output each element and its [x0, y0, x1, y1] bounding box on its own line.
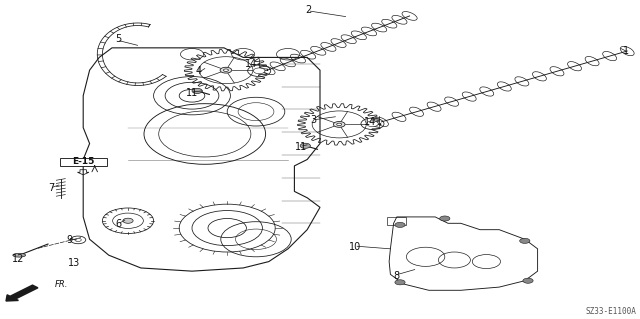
Circle shape — [367, 121, 378, 127]
Text: 13: 13 — [67, 258, 80, 268]
Text: E-15: E-15 — [72, 157, 94, 166]
Circle shape — [333, 122, 345, 127]
Circle shape — [395, 222, 405, 227]
Circle shape — [220, 67, 232, 73]
Ellipse shape — [13, 253, 26, 257]
Text: 6: 6 — [115, 219, 122, 229]
Circle shape — [223, 69, 228, 71]
Text: 10: 10 — [349, 242, 362, 252]
Text: 11: 11 — [186, 87, 198, 98]
FancyBboxPatch shape — [60, 158, 107, 166]
Text: 9: 9 — [66, 235, 72, 245]
Circle shape — [395, 280, 405, 285]
Text: 2: 2 — [305, 5, 312, 15]
Circle shape — [123, 218, 133, 223]
Text: 14: 14 — [364, 117, 376, 127]
Circle shape — [75, 238, 81, 241]
Text: 11: 11 — [294, 142, 307, 152]
Circle shape — [253, 68, 265, 74]
Text: FR.: FR. — [54, 280, 68, 289]
Circle shape — [523, 278, 533, 283]
Text: 5: 5 — [115, 34, 122, 44]
Text: 7: 7 — [48, 183, 54, 193]
Circle shape — [192, 88, 202, 93]
Circle shape — [300, 143, 310, 148]
Text: 12: 12 — [12, 254, 24, 264]
Text: SZ33-E1100A: SZ33-E1100A — [586, 308, 637, 316]
Circle shape — [520, 238, 530, 243]
Text: 1: 1 — [623, 46, 629, 56]
Text: 4: 4 — [195, 66, 202, 76]
Text: 14: 14 — [244, 59, 257, 69]
Circle shape — [440, 216, 450, 221]
FancyArrow shape — [6, 285, 38, 301]
Text: 8: 8 — [394, 271, 400, 281]
Circle shape — [337, 123, 342, 126]
Text: 3: 3 — [310, 115, 317, 125]
